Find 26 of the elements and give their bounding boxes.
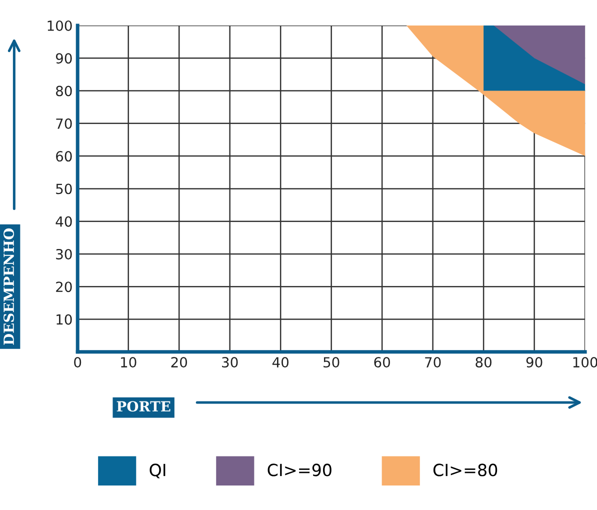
x-tick-label: 40 xyxy=(272,357,289,368)
x-tick-label: 60 xyxy=(374,357,390,368)
x-axis-title: PORTE xyxy=(116,401,170,412)
x-tick-label: 10 xyxy=(121,357,136,368)
y-tick-label: 10 xyxy=(56,314,72,325)
legend-label: CI>=80 xyxy=(433,464,498,476)
x-tick-label: 90 xyxy=(526,357,542,368)
y-tick-label: 80 xyxy=(56,86,72,96)
x-tick-label: 80 xyxy=(476,357,492,368)
y-tick-label: 20 xyxy=(56,282,72,292)
x-tick-label: 0 xyxy=(74,357,82,368)
y-tick-label: 70 xyxy=(56,118,72,129)
x-tick-label: 30 xyxy=(222,357,238,368)
y-axis-title: DESEMPENHO xyxy=(4,228,14,345)
x-tick-label: 70 xyxy=(425,357,441,368)
y-tick-label: 90 xyxy=(56,53,72,64)
y-tick-label: 60 xyxy=(56,151,72,162)
y-tick-label: 100 xyxy=(48,20,72,31)
y-tick-label: 30 xyxy=(56,248,72,260)
y-tick-label: 40 xyxy=(56,216,72,227)
legend-label: QI xyxy=(150,464,166,478)
x-tick-label: 50 xyxy=(324,357,340,368)
legend-label: CI>=90 xyxy=(268,464,332,476)
y-tick-label: 50 xyxy=(56,184,72,194)
x-tick-label: 100 xyxy=(573,357,597,368)
x-tick-label: 20 xyxy=(171,357,188,368)
